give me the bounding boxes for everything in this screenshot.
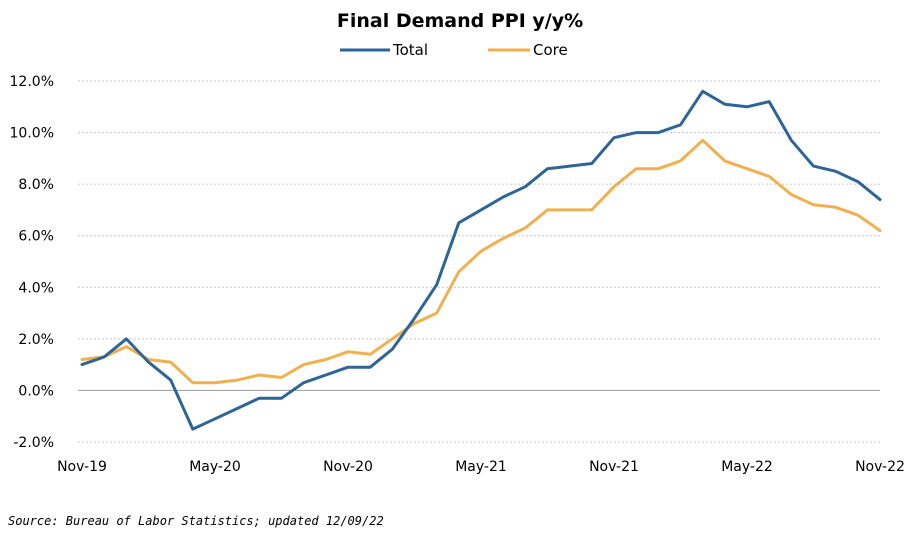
legend-label-core: Core xyxy=(533,41,568,59)
y-tick-label: -2.0% xyxy=(13,435,54,451)
legend: Total Core xyxy=(340,41,568,59)
x-tick-label: Nov-19 xyxy=(57,459,107,475)
chart-title: Final Demand PPI y/y% xyxy=(337,10,583,32)
series-lines xyxy=(80,89,882,431)
y-tick-label: 4.0% xyxy=(18,280,54,296)
y-tick-label: 12.0% xyxy=(10,74,54,90)
x-tick-label: Nov-20 xyxy=(323,459,373,475)
x-tick-label: May-22 xyxy=(721,459,773,475)
y-axis-tick-labels: -2.0% 0.0% 2.0% 4.0% 6.0% 8.0% 10.0% 12.0% xyxy=(10,74,54,451)
x-tick-label: Nov-21 xyxy=(589,459,639,475)
source-note: Source: Bureau of Labor Statistics; upda… xyxy=(8,514,384,528)
y-tick-label: 2.0% xyxy=(18,332,54,348)
y-tick-label: 0.0% xyxy=(18,383,54,399)
legend-label-total: Total xyxy=(392,41,428,59)
gridlines xyxy=(78,80,880,443)
series-line-total xyxy=(80,89,882,431)
y-tick-label: 10.0% xyxy=(10,126,54,142)
x-tick-label: Nov-22 xyxy=(855,459,905,475)
y-tick-label: 6.0% xyxy=(18,229,54,245)
series-line-core xyxy=(80,138,882,385)
y-tick-label: 8.0% xyxy=(18,177,54,193)
x-tick-label: May-20 xyxy=(189,459,241,475)
x-axis-tick-labels: Nov-19 May-20 Nov-20 May-21 Nov-21 May-22 Nov-… xyxy=(57,459,905,475)
x-tick-label: May-21 xyxy=(455,459,507,475)
